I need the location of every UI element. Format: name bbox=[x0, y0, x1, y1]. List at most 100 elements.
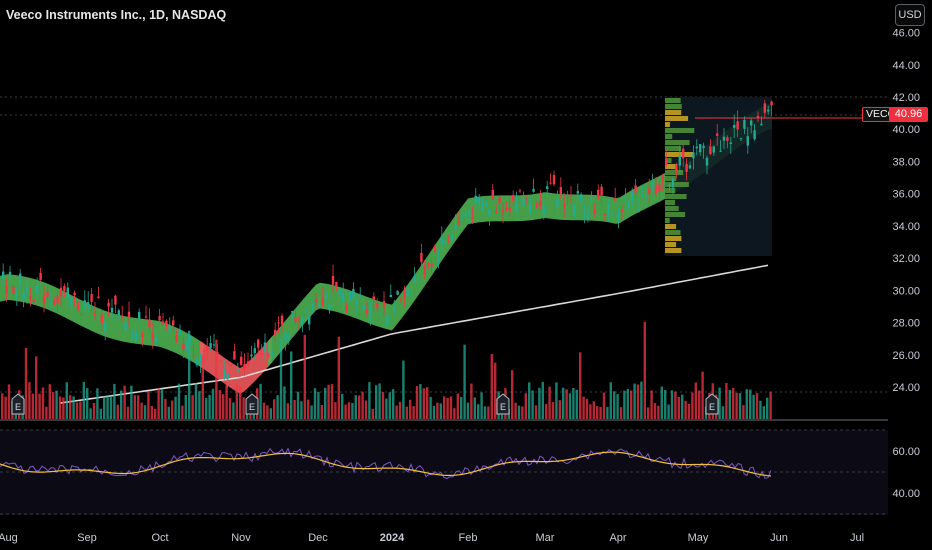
price-tick-label: 32.00 bbox=[892, 253, 920, 265]
earnings-icon[interactable]: E bbox=[496, 393, 510, 415]
candle-body bbox=[501, 210, 505, 213]
candle-body bbox=[675, 164, 678, 173]
volume-bar bbox=[69, 395, 72, 419]
vp-row bbox=[665, 224, 677, 229]
candle-body bbox=[722, 136, 726, 141]
rsi-tick-label: 40.00 bbox=[892, 488, 920, 500]
candle-body bbox=[471, 217, 474, 219]
candle-body bbox=[709, 146, 712, 155]
volume-bar bbox=[279, 338, 283, 419]
candle-body bbox=[318, 303, 321, 307]
candle-body bbox=[144, 316, 148, 318]
candle-body bbox=[416, 278, 420, 280]
candle-body bbox=[651, 180, 654, 182]
volume-bar bbox=[96, 388, 99, 419]
volume-bar bbox=[582, 396, 585, 419]
volume-bar bbox=[439, 403, 442, 419]
volume-bar bbox=[116, 404, 119, 419]
volume-bar bbox=[531, 390, 534, 419]
volume-bar bbox=[609, 382, 612, 419]
volume-bar bbox=[759, 400, 762, 419]
candle-body bbox=[508, 207, 511, 211]
candle-body bbox=[719, 150, 722, 152]
volume-bar bbox=[89, 408, 92, 419]
volume-bar bbox=[466, 402, 470, 419]
volume-bar bbox=[86, 388, 89, 419]
candle-body bbox=[386, 316, 389, 326]
candle-body bbox=[199, 354, 202, 364]
volume-bar bbox=[392, 389, 395, 419]
volume-bar bbox=[347, 402, 351, 419]
candle-body bbox=[226, 373, 229, 380]
candle-body bbox=[573, 205, 576, 216]
candle-body bbox=[189, 336, 192, 341]
candle-body bbox=[141, 333, 144, 338]
rsi-pane bbox=[0, 429, 888, 515]
volume-bar bbox=[167, 406, 170, 419]
volume-bar bbox=[602, 392, 606, 419]
candle-body bbox=[345, 304, 348, 312]
volume-bar bbox=[606, 406, 609, 419]
volume-bar bbox=[568, 393, 572, 419]
candle-body bbox=[702, 145, 705, 149]
vp-range-box bbox=[665, 97, 772, 256]
candle-body bbox=[515, 202, 518, 213]
volume-bar bbox=[630, 390, 633, 419]
candle-body bbox=[359, 295, 362, 297]
time-label-jul: Jul bbox=[850, 532, 864, 544]
candle-body bbox=[464, 213, 467, 217]
candle-body bbox=[253, 348, 256, 354]
candle-body bbox=[87, 302, 90, 308]
candle-body bbox=[699, 144, 702, 153]
candle-body bbox=[580, 194, 583, 202]
volume-bar bbox=[681, 394, 684, 419]
candle-body bbox=[76, 302, 80, 311]
volume-bar bbox=[653, 403, 657, 419]
volume-bar bbox=[728, 390, 731, 419]
volume-bar bbox=[660, 386, 663, 419]
volume-bar bbox=[670, 390, 674, 419]
candle-body bbox=[19, 273, 22, 284]
volume-bar bbox=[480, 392, 483, 419]
earnings-icon[interactable]: E bbox=[11, 393, 25, 415]
vp-row bbox=[665, 158, 672, 163]
candle-body bbox=[444, 241, 447, 244]
earnings-icon-label: E bbox=[15, 402, 21, 412]
volume-bar bbox=[38, 393, 41, 419]
earnings-icon[interactable]: E bbox=[705, 393, 719, 415]
volume-bar bbox=[330, 384, 334, 419]
volume-bar bbox=[58, 396, 62, 419]
volume-bar bbox=[239, 385, 242, 419]
candle-body bbox=[583, 213, 586, 215]
candle-body bbox=[685, 163, 688, 172]
currency-button[interactable]: USD bbox=[895, 4, 925, 26]
candle-body bbox=[607, 204, 610, 214]
volume-bar bbox=[490, 354, 493, 419]
candle-body bbox=[736, 121, 739, 130]
volume-bar bbox=[31, 393, 34, 419]
candle-body bbox=[695, 146, 698, 149]
volume-bar bbox=[453, 408, 456, 419]
candle-body bbox=[569, 194, 573, 196]
candle-body bbox=[590, 200, 593, 202]
ema-ribbon bbox=[0, 103, 772, 394]
earnings-icon[interactable]: E bbox=[245, 393, 259, 415]
volume-bar bbox=[565, 389, 568, 419]
candle-body bbox=[138, 311, 141, 319]
volume-bar bbox=[541, 381, 544, 419]
volume-bar bbox=[562, 387, 565, 419]
volume-bar bbox=[718, 387, 721, 419]
symbol-title[interactable]: Veeco Instruments Inc., 1D, NASDAQ bbox=[6, 8, 227, 22]
vp-row bbox=[665, 170, 684, 175]
candlesticks bbox=[2, 100, 888, 387]
candle-body bbox=[665, 159, 668, 166]
candle-body bbox=[335, 282, 338, 286]
candle-body bbox=[450, 234, 454, 240]
volume-bar bbox=[120, 390, 123, 419]
candle-body bbox=[586, 214, 590, 219]
volume-bar bbox=[130, 385, 133, 419]
candle-body bbox=[110, 307, 114, 313]
candle-body bbox=[634, 185, 637, 193]
